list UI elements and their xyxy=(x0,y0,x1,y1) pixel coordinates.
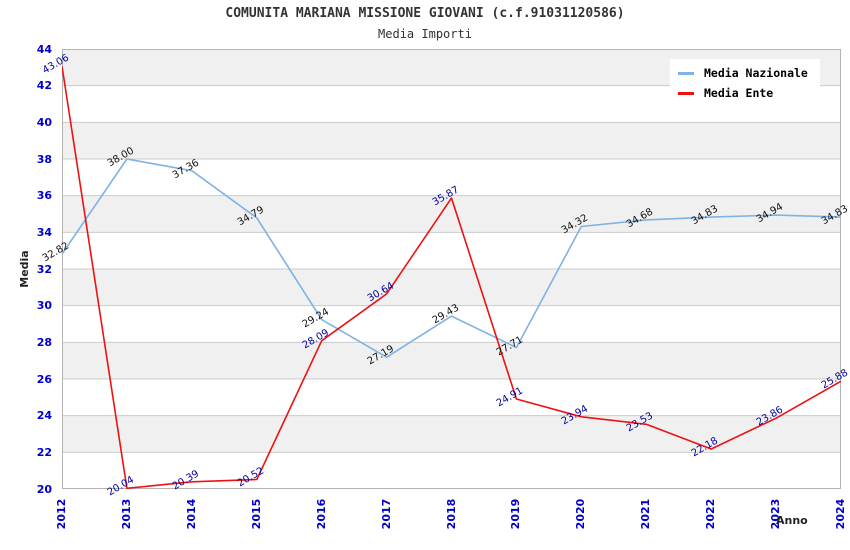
legend-line-swatch xyxy=(678,91,694,95)
y-tick-label: 26 xyxy=(36,372,52,386)
legend-label: Media Ente xyxy=(704,86,774,100)
y-tick-label: 34 xyxy=(36,225,52,239)
band-stripe xyxy=(62,342,841,379)
x-tick-label: 2020 xyxy=(574,498,588,530)
plot-border xyxy=(62,49,841,489)
x-tick-label: 2024 xyxy=(834,498,847,530)
y-tick-label: 22 xyxy=(36,445,52,459)
y-tick-label: 20 xyxy=(36,482,52,496)
x-tick-label: 2018 xyxy=(444,498,458,530)
legend-line-swatch xyxy=(678,71,694,75)
x-tick-label: 2012 xyxy=(55,498,68,530)
x-tick-label: 2016 xyxy=(314,498,328,530)
plot-area xyxy=(62,49,841,489)
legend-label: Media Nazionale xyxy=(704,66,808,80)
band-stripe xyxy=(62,122,841,159)
y-tick-label: 40 xyxy=(36,115,52,129)
x-tick-label: 2022 xyxy=(704,498,718,530)
x-tick-label: 2014 xyxy=(184,498,198,530)
y-tick-label: 36 xyxy=(36,189,52,203)
y-tick-label: 42 xyxy=(36,79,52,93)
legend-item-media-nazionale: Media Nazionale xyxy=(678,63,820,83)
x-tick-label: 2017 xyxy=(379,498,393,530)
y-tick-label: 30 xyxy=(36,299,52,313)
band-stripe xyxy=(62,269,841,306)
x-tick-label: 2021 xyxy=(639,498,653,530)
x-axis-title: Anno xyxy=(776,514,808,527)
y-tick-label: 32 xyxy=(36,262,52,276)
series-line-media-ente xyxy=(62,66,841,489)
y-axis-title: Media xyxy=(18,250,31,288)
series-line-media-nazionale xyxy=(62,158,841,359)
chart-title: COMUNITA MARIANA MISSIONE GIOVANI (c.f.9… xyxy=(225,6,625,21)
legend: Media Nazionale Media Ente xyxy=(670,59,820,107)
legend-item-media-ente: Media Ente xyxy=(678,83,820,103)
x-tick-label: 2013 xyxy=(119,498,133,530)
band-stripe xyxy=(62,195,841,233)
x-tick-label: 2019 xyxy=(509,498,523,530)
y-tick-label: 24 xyxy=(36,409,52,423)
chart-subtitle: Media Importi xyxy=(378,27,472,41)
y-tick-label: 38 xyxy=(36,152,52,166)
y-tick-label: 28 xyxy=(36,335,52,349)
band-stripe xyxy=(62,415,841,453)
x-tick-label: 2015 xyxy=(249,498,263,530)
y-tick-label: 44 xyxy=(36,42,52,56)
